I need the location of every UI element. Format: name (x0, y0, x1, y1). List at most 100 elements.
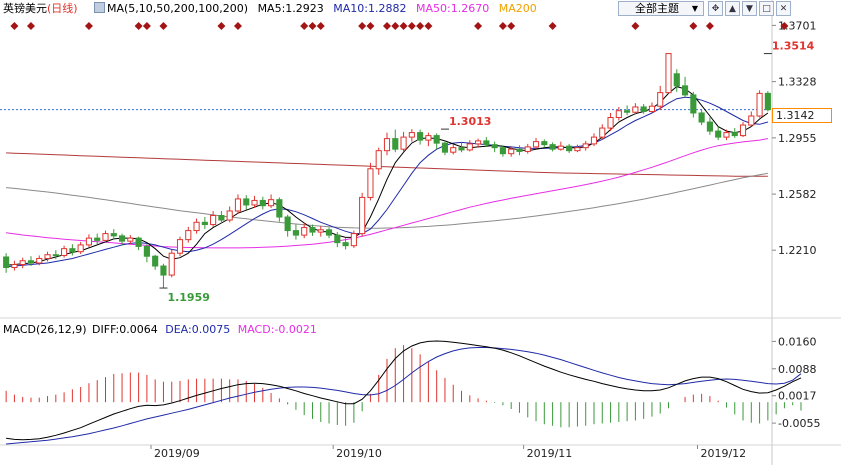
candle-body (301, 227, 308, 236)
candle-body (234, 198, 242, 212)
event-diamond-icon (424, 22, 433, 30)
theme-dropdown[interactable]: 全部主题 ▼ (618, 1, 704, 16)
candle-body (756, 92, 763, 117)
candle-body (607, 117, 614, 129)
time-tick-label: 2019/11 (527, 447, 573, 460)
event-diamond-icon (383, 22, 391, 30)
event-diamond-icon (689, 22, 698, 30)
candle-body (135, 237, 142, 247)
candle-body (309, 227, 316, 233)
close-icon: ✕ (779, 3, 788, 14)
candle-body (325, 229, 333, 236)
time-tick-label: 2019/09 (154, 447, 200, 460)
extreme-label: 1.3514 (772, 40, 815, 53)
symbol-header: 英镑美元(日线) (3, 1, 78, 17)
candle-body (61, 248, 68, 256)
candle-body (160, 265, 167, 276)
candle-body (243, 198, 250, 206)
price-tick-label: 1.2210 (778, 244, 817, 257)
candle-body (127, 237, 134, 242)
candle-body (201, 221, 208, 226)
event-diamond-icon (84, 22, 93, 30)
candle-body (375, 150, 382, 170)
event-diamond-icon (780, 22, 789, 30)
candle-body (574, 147, 581, 152)
candle-body (657, 92, 664, 107)
price-tick-label: 1.2582 (778, 188, 817, 201)
candle-body (748, 115, 755, 126)
zoom-in-icon: ▲ (729, 3, 736, 14)
candle-body (383, 138, 391, 152)
event-diamond-icon (159, 22, 168, 30)
event-diamond-icon (498, 22, 507, 30)
ma10-label: MA10:1.2882 (333, 2, 407, 15)
time-tick-label: 2019/10 (336, 447, 382, 460)
ma5-label: MA5:1.2923 (257, 2, 324, 15)
candle-body (19, 260, 26, 266)
candle-body (152, 255, 159, 267)
event-diamond-icon (407, 22, 416, 30)
macd-header: MACD(26,12,9) DIFF:0.0064 DEA:0.0075 MAC… (3, 322, 317, 338)
zoom-in-button[interactable]: ▲ (725, 1, 740, 16)
ma200-line (6, 152, 768, 177)
candle-body (52, 254, 59, 257)
event-diamond-icon (308, 22, 317, 30)
ma50-line (6, 138, 768, 249)
theme-dropdown-label: 全部主题 (635, 2, 679, 15)
candle-body (541, 141, 548, 146)
candle-body (317, 229, 324, 233)
candle-body (210, 215, 217, 226)
move-button[interactable]: ✥ (708, 1, 723, 16)
ma100-line (6, 172, 768, 229)
candle-body (276, 199, 283, 218)
symbol-title: 英镑美元 (3, 2, 47, 15)
candle-body (466, 143, 473, 151)
current-price-label: 1.3142 (772, 108, 832, 123)
candle-body (176, 239, 184, 254)
macd-tick-label: -0.0055 (778, 417, 820, 430)
candle-body (408, 132, 415, 138)
event-diamond-icon (217, 22, 226, 30)
event-diamond-icon (10, 22, 19, 30)
candle-body (723, 132, 730, 138)
event-diamond-icon (134, 22, 143, 30)
candle-body (433, 135, 440, 144)
candle-body (499, 147, 506, 155)
candle-body (673, 73, 680, 87)
event-diamond-icon (399, 22, 408, 30)
price-tick-label: 1.3701 (778, 19, 817, 32)
close-button[interactable]: ✕ (776, 1, 791, 16)
price-tick-label: 1.3328 (778, 76, 817, 89)
zoom-out-button[interactable]: ▼ (742, 1, 757, 16)
macd-diff-line (6, 340, 802, 441)
extreme-label: 1.3013 (449, 115, 491, 128)
candle-body (508, 148, 515, 155)
candle-body (168, 252, 175, 276)
candle-body (425, 135, 432, 141)
event-diamond-icon (316, 22, 325, 30)
ma200-label: MA200 (498, 2, 537, 15)
ma-legend-icon (94, 2, 105, 13)
candle-body (334, 234, 341, 244)
candle-body (268, 199, 275, 207)
time-tick-label: 2019/12 (700, 447, 746, 460)
event-diamond-icon (507, 22, 516, 30)
ma50-label: MA50:1.2670 (416, 2, 490, 15)
move-icon: ✥ (711, 3, 720, 14)
candle-body (400, 136, 407, 150)
candle-body (350, 233, 357, 247)
candle-body (342, 242, 349, 247)
candle-body (392, 138, 399, 150)
candle-body (77, 244, 84, 253)
ma-header: MA(5,10,50,200,100,200) MA5:1.2923 MA10:… (94, 1, 537, 17)
event-diamond-icon (548, 22, 557, 30)
candle-body (640, 106, 647, 112)
candle-body (632, 106, 639, 113)
event-diamond-icon (631, 22, 640, 30)
event-diamond-icon (300, 22, 309, 30)
macd-params: MACD(26,12,9) (3, 323, 87, 336)
event-diamond-icon (26, 22, 35, 30)
macd-tick-label: 0.0088 (778, 363, 817, 376)
candle-body (599, 127, 606, 138)
fullscreen-button[interactable]: □ (759, 1, 774, 16)
